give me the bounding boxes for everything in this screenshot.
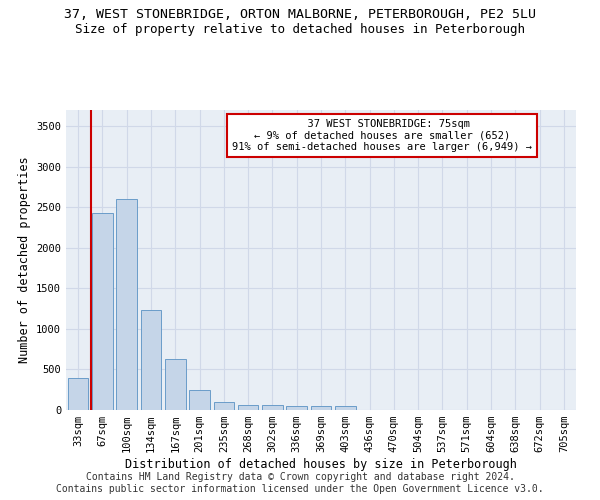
Bar — [262, 405, 283, 410]
Bar — [116, 199, 137, 410]
Y-axis label: Number of detached properties: Number of detached properties — [17, 156, 31, 364]
Bar — [286, 406, 307, 410]
Bar — [165, 359, 185, 410]
Text: 37, WEST STONEBRIDGE, ORTON MALBORNE, PETERBOROUGH, PE2 5LU: 37, WEST STONEBRIDGE, ORTON MALBORNE, PE… — [64, 8, 536, 20]
Bar — [68, 378, 88, 410]
Text: Contains HM Land Registry data © Crown copyright and database right 2024.: Contains HM Land Registry data © Crown c… — [86, 472, 514, 482]
Text: Contains public sector information licensed under the Open Government Licence v3: Contains public sector information licen… — [56, 484, 544, 494]
Bar — [92, 213, 113, 410]
Bar — [189, 390, 210, 410]
Bar — [238, 404, 259, 410]
Text: Size of property relative to detached houses in Peterborough: Size of property relative to detached ho… — [75, 22, 525, 36]
Text: 37 WEST STONEBRIDGE: 75sqm
← 9% of detached houses are smaller (652)
91% of semi: 37 WEST STONEBRIDGE: 75sqm ← 9% of detac… — [232, 119, 532, 152]
X-axis label: Distribution of detached houses by size in Peterborough: Distribution of detached houses by size … — [125, 458, 517, 471]
Bar — [140, 310, 161, 410]
Bar — [214, 402, 234, 410]
Bar — [311, 406, 331, 410]
Bar — [335, 406, 356, 410]
